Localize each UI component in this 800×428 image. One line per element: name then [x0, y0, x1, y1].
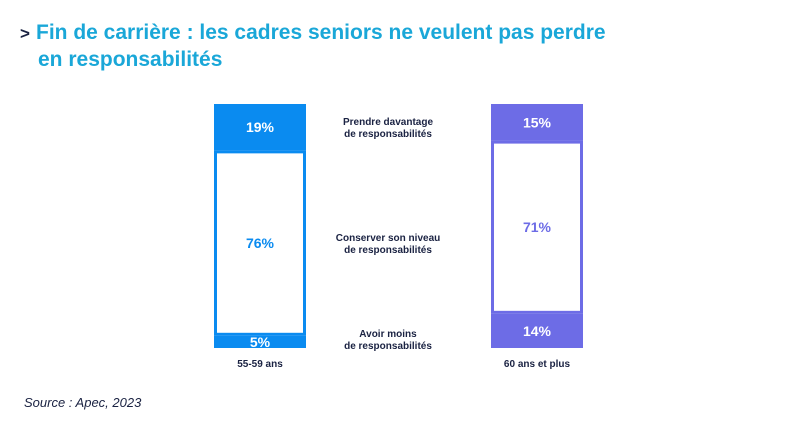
bar-segment — [214, 335, 306, 348]
bar-segment — [214, 104, 306, 151]
data-label: 5% — [250, 334, 271, 350]
segment-label: Conserver son niveau de responsabilités — [336, 233, 440, 256]
title-line-2: en responsabilités — [38, 48, 223, 71]
data-label: 76% — [246, 235, 275, 251]
chart-title: > Fin de carrière : les cadres seniors ne… — [20, 20, 780, 73]
source-note: Source : Apec, 2023 — [24, 395, 142, 410]
data-label: 14% — [523, 323, 552, 339]
title-line-1: Fin de carrière : les cadres seniors ne … — [36, 21, 606, 44]
data-label: 71% — [523, 219, 552, 235]
category-label: 60 ans et plus — [504, 359, 571, 370]
bar-segment — [491, 140, 583, 314]
bar-segment — [214, 150, 306, 336]
bar-segment — [491, 104, 583, 141]
data-label: 15% — [523, 114, 552, 130]
category-label: 55-59 ans — [237, 359, 283, 370]
bar-segment — [491, 313, 583, 348]
data-label: 19% — [246, 119, 275, 135]
title-arrow-icon: > — [20, 24, 30, 43]
segment-label: Avoir moins de responsabilités — [344, 329, 432, 352]
segment-label: Prendre davantage de responsabilités — [343, 117, 433, 140]
